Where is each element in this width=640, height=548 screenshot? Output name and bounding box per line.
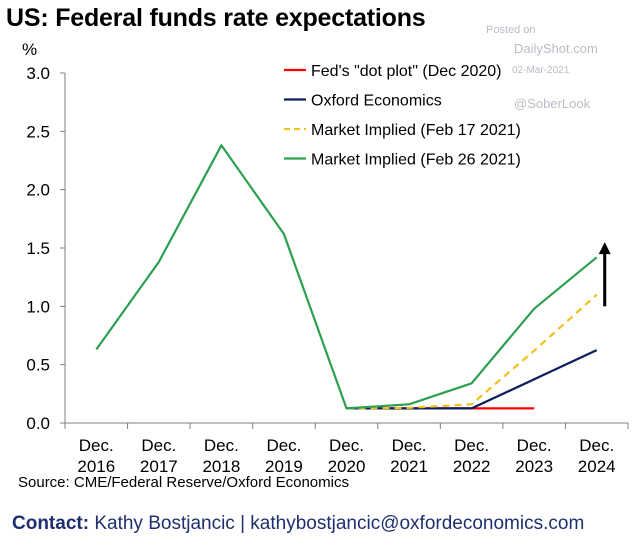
x-tick-label: Dec. (579, 436, 614, 455)
y-tick-label: 1.0 (26, 297, 50, 316)
y-tick-label: 0.0 (26, 414, 50, 433)
y-tick-label: 1.5 (26, 239, 50, 258)
contact-line: Contact: Kathy Bostjancic | kathybostjan… (12, 513, 584, 535)
x-tick-label: 2023 (515, 457, 553, 476)
y-tick-label: 0.5 (26, 356, 50, 375)
watermark-handle: @SoberLook (514, 96, 591, 111)
x-tick-label: Dec. (204, 436, 239, 455)
legend-label-0: Fed's "dot plot" (Dec 2020) (311, 63, 502, 80)
series-line-1 (346, 349, 598, 410)
x-tick-label: Dec. (517, 436, 552, 455)
y-axis-label: % (22, 40, 37, 59)
x-tick-label: 2024 (578, 457, 616, 476)
watermark-posted: Posted on (486, 24, 536, 36)
x-tick-label: 2018 (202, 457, 240, 476)
x-tick-label: 2019 (265, 457, 303, 476)
x-tick-label: 2016 (77, 457, 115, 476)
watermark-date: 02-Mar-2021 (512, 65, 570, 76)
y-tick-label: 3.0 (26, 64, 50, 83)
contact-label: Contact: (12, 513, 90, 534)
x-tick-label: Dec. (79, 436, 114, 455)
series-line-2 (346, 293, 598, 410)
x-tick-label: Dec. (454, 436, 489, 455)
watermark-site: DailyShot.com (514, 41, 598, 56)
x-tick-label: Dec. (141, 436, 176, 455)
x-tick-label: Dec. (392, 436, 427, 455)
source-note: Source: CME/Federal Reserve/Oxford Econo… (18, 474, 349, 491)
legend-label-3: Market Implied (Feb 26 2021) (311, 152, 521, 169)
annotation-arrow-head (598, 242, 611, 255)
legend-label-1: Oxford Economics (311, 93, 442, 110)
contact-text: Kathy Bostjancic | kathybostjancic@oxfor… (94, 513, 585, 534)
x-tick-label: 2021 (390, 457, 428, 476)
y-tick-label: 2.5 (26, 122, 50, 141)
x-tick-label: Dec. (329, 436, 364, 455)
y-tick-label: 2.0 (26, 181, 50, 200)
series-line-3 (95, 144, 598, 410)
legend-label-2: Market Implied (Feb 17 2021) (311, 122, 521, 139)
x-tick-label: 2020 (328, 457, 366, 476)
x-tick-label: Dec. (266, 436, 301, 455)
x-tick-label: 2022 (453, 457, 491, 476)
x-tick-label: 2017 (140, 457, 178, 476)
chart-title: US: Federal funds rate expectations (6, 4, 426, 32)
